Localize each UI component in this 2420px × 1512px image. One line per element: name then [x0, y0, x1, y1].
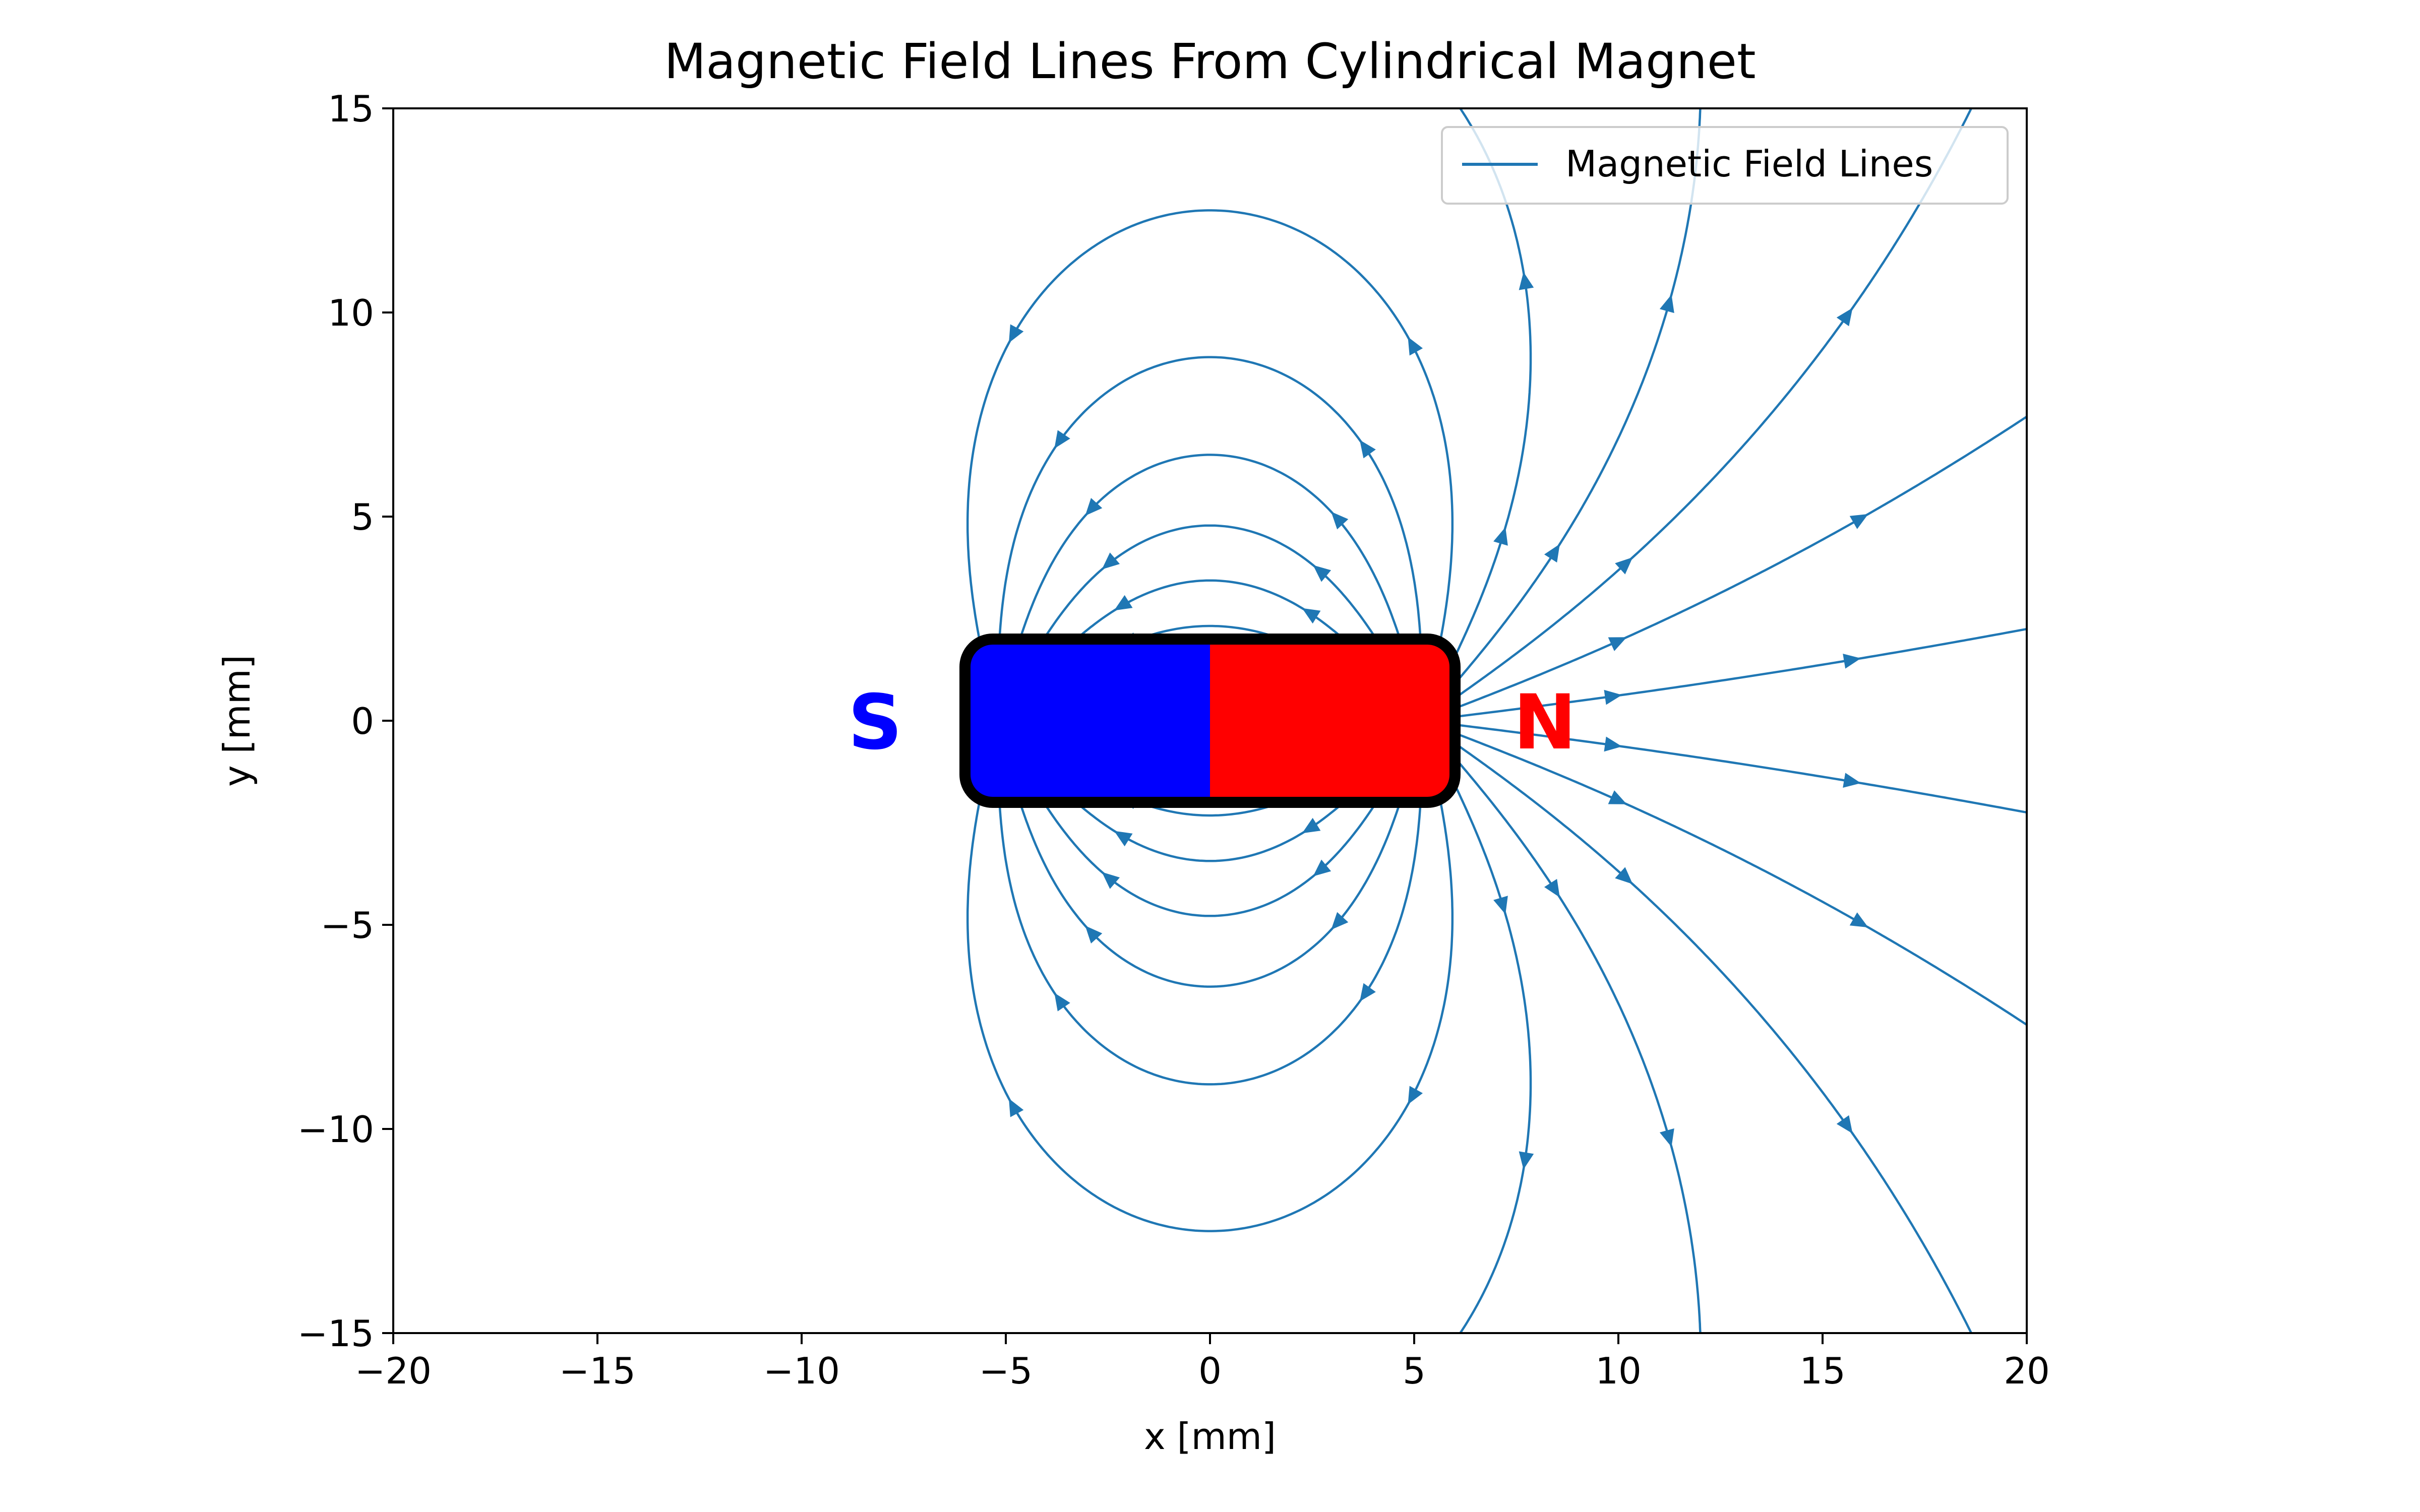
legend-label: Magnetic Field Lines: [1565, 143, 1933, 185]
field-line-arrow: [1849, 514, 1868, 529]
field-line-arrow: [1615, 867, 1633, 885]
field-line-arrow: [1493, 527, 1508, 546]
field-line: [966, 209, 1454, 710]
x-tick-label: 15: [1799, 1350, 1846, 1392]
field-line: [1002, 730, 1415, 917]
legend-box: [1441, 126, 2009, 205]
field-line-arrow: [1008, 1098, 1024, 1117]
field-line-arrow: [1836, 307, 1853, 327]
field-line-arrow: [1615, 557, 1633, 575]
x-tick-label: 10: [1595, 1350, 1642, 1392]
field-line: [1430, 736, 1532, 1333]
field-line-arrow: [1331, 912, 1349, 930]
field-line-arrow: [1359, 983, 1376, 1002]
field-line-arrow: [1519, 1151, 1534, 1170]
y-axis: −15 −10 −5 0 5 10 15: [297, 88, 393, 1355]
y-tick-label: −10: [297, 1108, 374, 1151]
field-line: [999, 454, 1419, 709]
field-line-arrow: [1331, 512, 1349, 530]
y-axis-label: y [mm]: [216, 655, 258, 787]
field-line: [999, 733, 1419, 988]
field-line-arrow: [1604, 736, 1622, 752]
field-line-arrow: [1302, 817, 1321, 834]
legend: Magnetic Field Lines: [1441, 126, 2009, 205]
field-line-arrow: [1659, 294, 1674, 313]
field-line: [1436, 108, 1973, 712]
chart-title: Magnetic Field Lines From Cylindrical Ma…: [664, 33, 1756, 90]
field-line-arrow: [1313, 859, 1332, 876]
field-line-arrow: [1359, 439, 1376, 459]
x-tick-label: −5: [979, 1350, 1033, 1392]
field-line-arrow: [1608, 790, 1627, 804]
field-line-arrow: [1114, 595, 1133, 611]
x-tick-label: −20: [355, 1350, 432, 1392]
x-tick-label: −10: [763, 1350, 840, 1392]
y-tick-label: 5: [351, 496, 374, 538]
field-line-arrow: [1054, 993, 1070, 1012]
field-line: [1433, 108, 1702, 708]
south-pole-label: S: [848, 679, 902, 767]
field-line: [1433, 733, 1702, 1333]
field-line-arrow: [1302, 608, 1321, 624]
field-line-arrow: [1008, 324, 1024, 343]
field-line-arrow: [1843, 653, 1861, 669]
field-line: [996, 732, 1424, 1086]
field-line-arrow: [1604, 689, 1622, 705]
x-tick-label: 5: [1403, 1350, 1426, 1392]
field-line-arrow: [1843, 773, 1861, 788]
field-line-arrow: [1544, 544, 1560, 563]
y-tick-label: 10: [328, 292, 374, 334]
field-line-arrow: [1608, 637, 1627, 651]
field-line-arrow: [1408, 337, 1423, 356]
field-line-arrow: [1659, 1128, 1674, 1147]
field-line-arrow: [1849, 912, 1868, 928]
north-pole-label: N: [1513, 679, 1577, 767]
y-tick-label: 15: [328, 88, 374, 130]
field-line: [1440, 627, 2027, 720]
field-line: [1440, 722, 2027, 814]
x-tick-label: 0: [1198, 1350, 1222, 1392]
field-line-arrow: [1102, 872, 1120, 889]
field-line-arrow: [1102, 552, 1120, 570]
field-line: [1439, 415, 2027, 716]
field-line: [1436, 730, 1973, 1333]
x-tick-label: −15: [559, 1350, 636, 1392]
field-line-arrow: [1836, 1115, 1853, 1134]
magnet-north-half: [1210, 639, 1455, 802]
magnet: [959, 634, 1461, 808]
y-tick-label: −5: [321, 904, 374, 947]
field-line: [966, 731, 1454, 1232]
field-line-arrow: [1054, 430, 1070, 449]
field-line: [1002, 524, 1415, 711]
field-line-arrow: [1114, 831, 1133, 847]
field-line-arrow: [1085, 925, 1103, 943]
x-axis-label: x [mm]: [1144, 1415, 1276, 1458]
y-tick-label: −15: [297, 1312, 374, 1355]
x-axis: −20 −15 −10 −5 0 5 10 15 20: [355, 1333, 2050, 1392]
field-line: [1439, 726, 2027, 1027]
magnet-outline: [959, 634, 1461, 808]
x-tick-label: 20: [2004, 1350, 2050, 1392]
field-line-arrow: [1519, 272, 1534, 290]
field-line-arrow: [1313, 565, 1332, 582]
field-line: [996, 356, 1424, 710]
field-line-arrow: [1544, 878, 1560, 898]
y-tick-label: 0: [351, 700, 374, 742]
field-line-arrow: [1408, 1086, 1423, 1105]
field-line-arrow: [1085, 498, 1103, 516]
field-line-arrow: [1493, 896, 1508, 915]
magnet-south-half: [965, 639, 1210, 802]
